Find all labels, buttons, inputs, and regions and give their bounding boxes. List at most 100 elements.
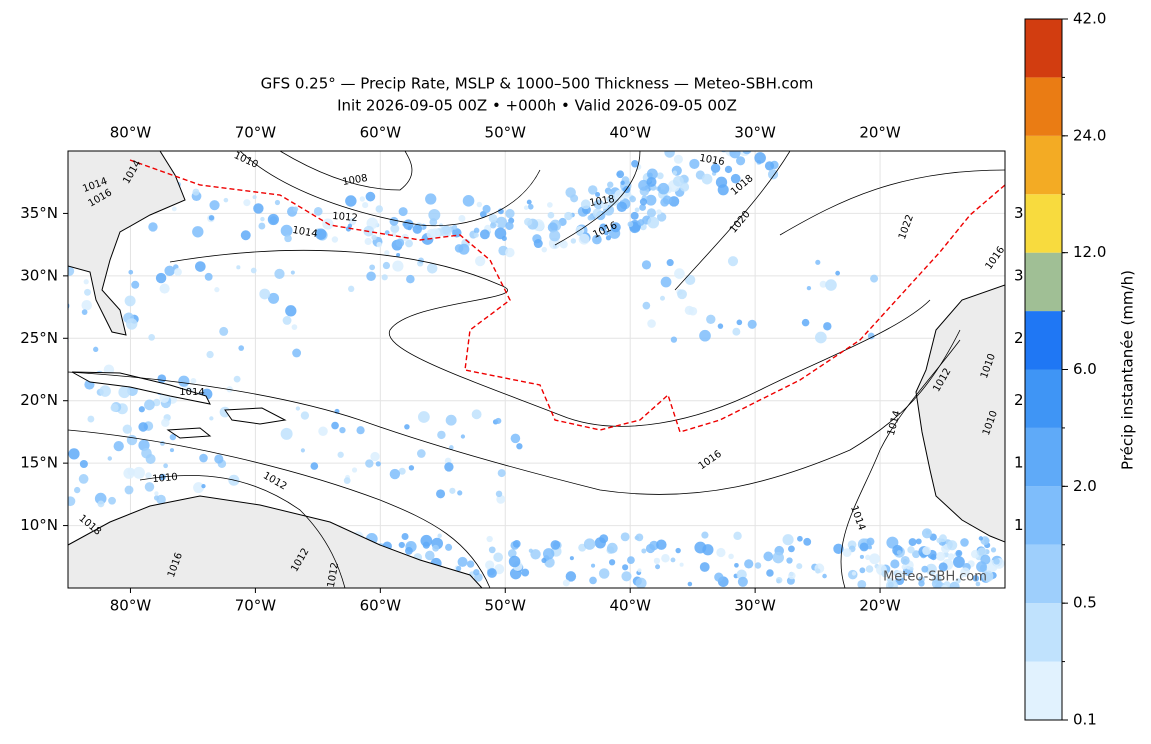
island [224,407,287,425]
precip-blob [599,223,607,231]
precip-blob [595,192,601,198]
precip-blob [700,146,704,150]
precip-blob [578,233,590,245]
precip-blob [627,556,635,565]
island [71,371,211,405]
land [68,495,483,588]
lon-label: 30°W [734,597,776,615]
precip-blob [425,193,437,205]
precip-blob [981,570,994,582]
precip-blob [145,472,152,479]
precip-blob [634,535,639,540]
precip-blob [84,288,91,296]
isobar [239,151,541,227]
precip-blob [679,562,684,567]
precip-blob [670,336,678,343]
precip-blob [398,541,405,549]
precip-blob [369,264,376,271]
precip-blob [486,535,493,543]
precip-blob [806,285,812,291]
precip-blob [474,255,486,267]
precip-blob [351,467,358,473]
precip-blob [473,232,479,238]
precip-blob [300,411,310,420]
precip-blob [547,202,553,208]
precip-blob [657,182,670,195]
precip-blob [445,543,453,551]
precip-blob [953,556,965,568]
precip-blob [819,280,827,288]
precip-blob [161,418,170,427]
precip-blob [133,466,145,479]
colorbar-tick-label: 6.0 [1073,360,1097,378]
precip-blob [921,528,932,539]
precip-blob [547,222,558,233]
precip-blob [381,274,388,281]
precip-blob [638,179,649,191]
precip-blob [310,462,319,470]
precip-blob [485,560,495,570]
precip-blob [418,257,425,264]
lat-label-partial: 3 [1014,204,1024,222]
precip-blob [300,448,305,453]
precip-blob [610,222,621,233]
precip-blob [580,199,591,210]
precip-blob [406,274,415,284]
precip-blob [233,375,241,383]
precip-blob [607,190,612,196]
precip-blob [295,406,301,411]
precip-blob [687,581,693,587]
precip-blob [384,230,390,235]
precip-blob [209,416,214,421]
precip-blob [398,467,406,475]
precip-blob [737,576,748,587]
precip-blob [641,548,647,554]
precip-blob [152,398,161,407]
precip-blob [408,465,415,471]
precip-blob [267,213,279,226]
precip-blob [616,201,627,212]
precip-blob [639,198,648,206]
colorbar-segment [1025,19,1062,78]
precip-blob [620,180,625,186]
precip-blob [451,224,458,230]
precip-blob [253,203,264,214]
precip-blob [223,197,229,203]
precip-blob [706,314,716,325]
precip-blob [657,212,667,222]
precip-blob [365,459,374,468]
precip-blob [564,211,573,221]
precip-blob [144,482,155,492]
precip-blob [74,486,81,494]
precip-blob [497,208,504,215]
precip-blob [547,211,555,219]
precip-blob [859,542,869,552]
precip-blob [641,260,652,270]
precip-blob [258,222,266,230]
subtitle: Init 2026-09-05 00Z • +000h • Valid 2026… [337,97,737,115]
precip-blob [634,207,640,213]
precip-blob [128,269,134,275]
isobar [139,475,346,588]
precip-blob [190,377,197,384]
lat-label: 20°N [20,391,58,409]
colorbar-tick-label: 0.5 [1073,594,1097,612]
lon-label: 40°W [609,597,651,615]
precip-blob [437,430,446,440]
precip-blob [194,261,206,272]
precip-blob [825,279,837,291]
colorbar-segment [1025,369,1062,428]
precip-blob [444,462,454,472]
precip-blob [331,236,339,243]
precip-blob [430,228,441,239]
precip-blob [124,295,136,307]
lat-label-partial: 1 [1014,454,1024,472]
precip-blob [107,456,112,461]
precip-blob [392,260,404,272]
precip-blob [291,324,298,330]
colorbar-tick-label: 0.1 [1073,711,1097,729]
precip-blob [747,319,757,329]
precip-blob [900,555,910,565]
precip-blob [456,565,462,572]
precip-blob [268,292,280,304]
